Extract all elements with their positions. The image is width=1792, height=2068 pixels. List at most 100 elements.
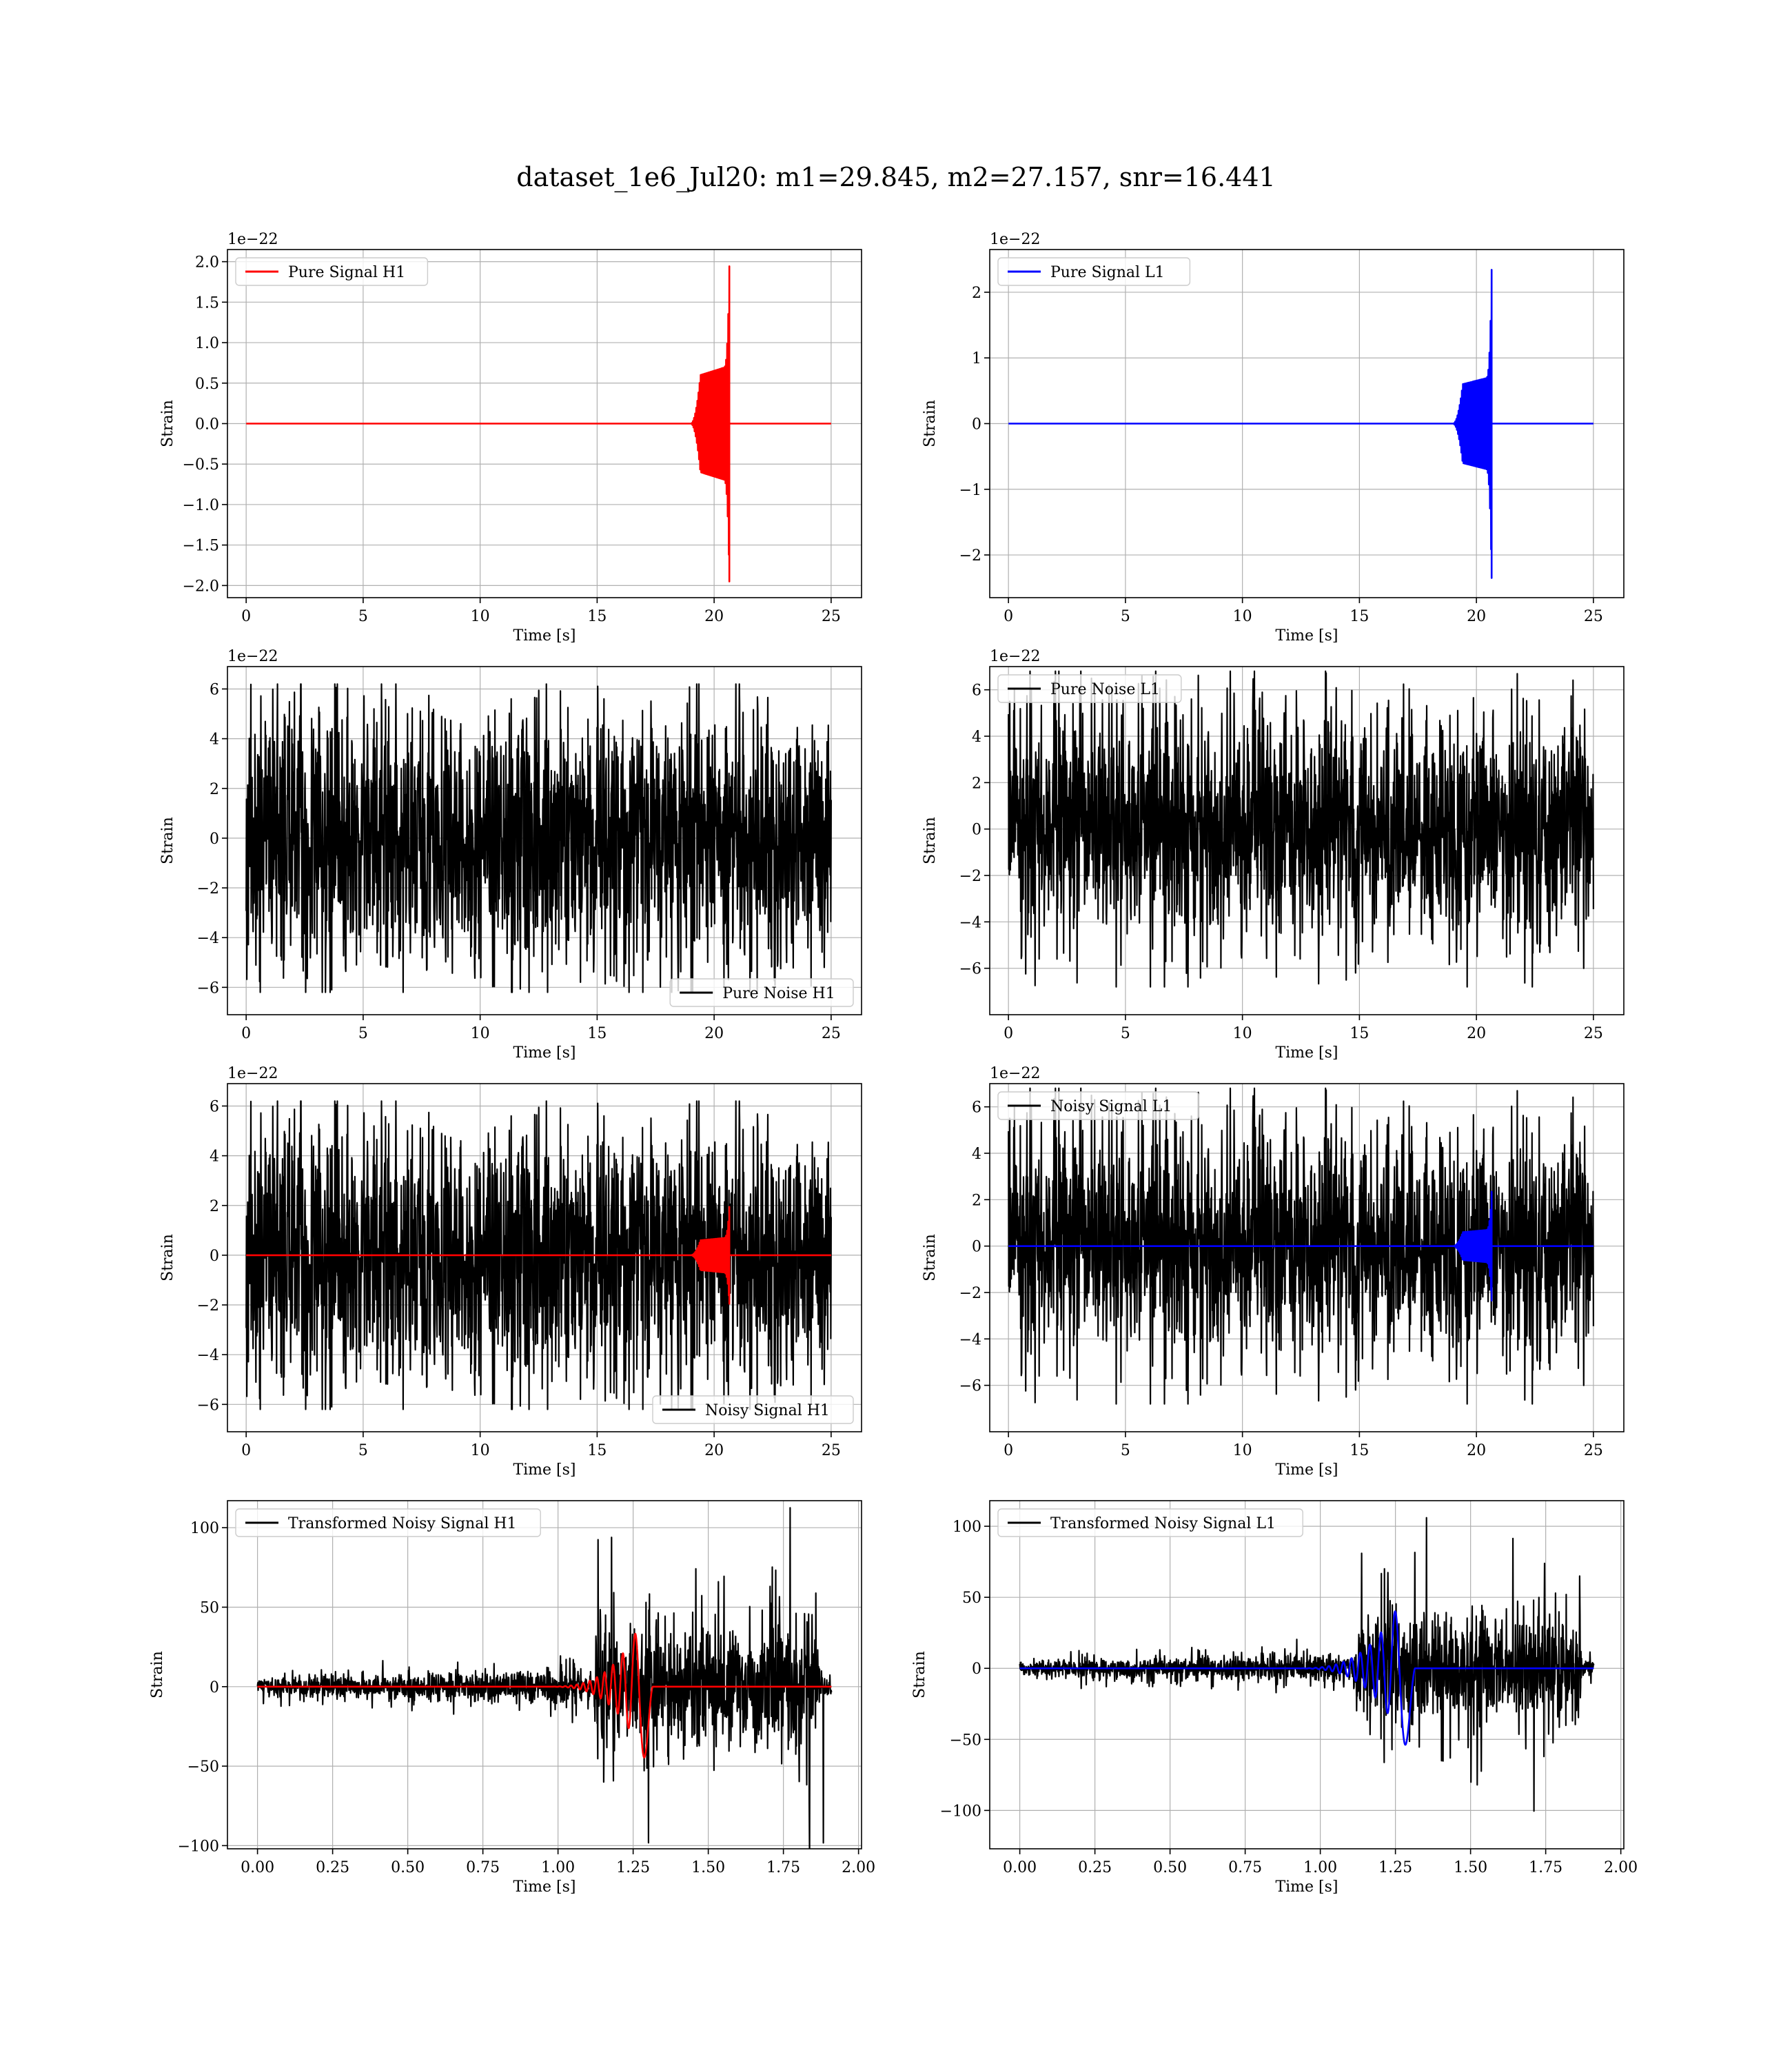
- y-tick-label: 100: [190, 1520, 219, 1537]
- x-tick-label: 0.50: [391, 1859, 425, 1876]
- x-tick-label: 0.00: [241, 1859, 274, 1876]
- panel-l1-transformed: 0.00 0.25 0.50 0.75 1.00 1.25 1.50 1.75 2.00 −100…: [911, 1500, 1638, 1896]
- x-tick-label: 1.00: [1303, 1859, 1337, 1876]
- y-tick-label: −6: [959, 1378, 981, 1395]
- x-tick-label: 1.25: [1378, 1859, 1412, 1876]
- y-axis-label: Strain: [922, 400, 939, 447]
- axis-offset-label: 1e−22: [227, 648, 278, 665]
- x-tick-label: 15: [1350, 1025, 1369, 1042]
- x-tick-label: 25: [822, 1025, 841, 1042]
- series-line-transformed-noisy-signal-l1: [1019, 1517, 1595, 1812]
- legend-label: Noisy Signal H1: [705, 1402, 830, 1419]
- panel-h1-noise: 0 5 10 15 20 25 −6 −4 −2 0 2 4 6 Time [s] Strain 1e−22 P…: [159, 648, 862, 1062]
- y-tick-label: 50: [200, 1599, 219, 1616]
- axes-frame: [227, 1500, 862, 1849]
- axes-frame: [227, 666, 862, 1015]
- y-tick-label: 0: [972, 416, 981, 434]
- series-line-l1-noisy-overlay-1: [1008, 1190, 1594, 1302]
- x-tick-label: 5: [1121, 1442, 1130, 1459]
- y-tick-label: 1.5: [195, 294, 219, 312]
- series-line-h1-transformed-overlay-1: [257, 1632, 832, 1758]
- y-tick-label: −1: [959, 482, 981, 499]
- x-tick-label: 0: [241, 1025, 251, 1042]
- x-tick-label: 5: [358, 1442, 368, 1459]
- y-tick-label: −4: [197, 1347, 219, 1364]
- x-tick-label: 20: [1467, 1442, 1486, 1459]
- legend: Noisy Signal L1: [997, 1091, 1199, 1120]
- x-tick-label: 0: [1004, 1442, 1013, 1459]
- x-tick-label: 2.00: [1604, 1859, 1638, 1876]
- y-tick-label: 1: [972, 350, 981, 367]
- y-tick-label: 2: [210, 1198, 219, 1215]
- x-axis-label: Time [s]: [513, 627, 576, 645]
- axes-frame: [989, 1500, 1625, 1849]
- y-tick-label: 0: [972, 822, 981, 839]
- legend: Pure Signal H1: [235, 257, 429, 286]
- x-tick-label: 1.50: [1454, 1859, 1487, 1876]
- y-axis-label: Strain: [159, 400, 176, 447]
- plot-area: [1008, 269, 1594, 579]
- y-tick-label: −2: [959, 1285, 981, 1302]
- y-tick-label: 2: [972, 1192, 981, 1209]
- x-axis-label: Time [s]: [513, 1044, 576, 1062]
- series-line-pure-noise-l1: [1008, 670, 1594, 988]
- plot-area: [1008, 670, 1594, 988]
- y-tick-label: −6: [197, 980, 219, 997]
- x-tick-label: 0: [1004, 1025, 1013, 1042]
- plot-area: [256, 1507, 833, 1849]
- legend-label: Pure Signal L1: [1050, 264, 1165, 281]
- axis-offset-label: 1e−22: [227, 1065, 278, 1082]
- y-tick-label: 100: [953, 1519, 981, 1536]
- y-tick-label: −100: [940, 1803, 981, 1820]
- legend-box: [652, 1395, 854, 1424]
- x-axis-label: Time [s]: [513, 1461, 576, 1479]
- x-tick-label: 5: [358, 1025, 368, 1042]
- series-line-l1-transformed-overlay-1: [1019, 1610, 1594, 1746]
- x-axis-label: Time [s]: [513, 1878, 576, 1896]
- y-tick-label: 2: [972, 775, 981, 792]
- legend-label: Pure Signal H1: [288, 264, 405, 281]
- x-axis-label: Time [s]: [1275, 1878, 1338, 1896]
- y-tick-label: 0: [210, 1248, 219, 1265]
- x-tick-label: 20: [1467, 608, 1486, 625]
- y-tick-label: 4: [210, 731, 219, 749]
- y-tick-label: 2.0: [195, 254, 219, 272]
- series-line-h1-noisy-overlay-1: [246, 1206, 831, 1305]
- series-line-pure-signal-l1: [1008, 269, 1594, 579]
- x-tick-label: 15: [587, 608, 607, 625]
- legend-box: [235, 257, 429, 286]
- axis-offset-label: 1e−22: [227, 231, 278, 248]
- y-tick-label: −4: [959, 914, 981, 931]
- y-tick-label: −2: [197, 880, 219, 898]
- plot-area: [245, 683, 832, 993]
- panels: 0 5 10 15 20 25−2.0−1.5−1.0−0.50.00.51.01.52.…: [149, 231, 1638, 1896]
- series-line-transformed-noisy-signal-h1: [256, 1507, 833, 1849]
- y-tick-label: −4: [959, 1331, 981, 1348]
- panel-h1-noisy: 0 5 10 15 20 25 −6 −4 −2 0 2 4 6 Time [s] Strain 1e−22 N…: [159, 1065, 862, 1479]
- series-line-noisy-signal-h1: [245, 1100, 832, 1410]
- plot-area: [1008, 1087, 1594, 1405]
- x-tick-label: 5: [1121, 1025, 1130, 1042]
- legend-label: Pure Noise L1: [1050, 681, 1160, 698]
- y-tick-label: 6: [210, 681, 219, 698]
- y-axis-label: Strain: [911, 1651, 928, 1699]
- y-tick-label: −50: [950, 1732, 981, 1749]
- x-tick-label: 25: [1584, 1025, 1603, 1042]
- x-tick-label: 0.25: [1078, 1859, 1112, 1876]
- y-tick-label: 0: [210, 1679, 219, 1696]
- x-tick-label: 10: [1233, 1442, 1252, 1459]
- x-tick-label: 10: [1233, 1025, 1252, 1042]
- y-tick-label: −0.5: [183, 456, 219, 474]
- axes-frame: [227, 1083, 862, 1432]
- x-axis-label: Time [s]: [1275, 627, 1338, 645]
- y-tick-label: 0: [210, 831, 219, 848]
- y-tick-label: 0: [972, 1661, 981, 1678]
- x-tick-label: 1.25: [616, 1859, 650, 1876]
- axis-offset-label: 1e−22: [990, 648, 1040, 665]
- y-tick-label: −2: [959, 868, 981, 885]
- x-tick-label: 20: [704, 608, 724, 625]
- x-tick-label: 25: [1584, 608, 1603, 625]
- x-tick-label: 1.50: [691, 1859, 725, 1876]
- y-tick-label: −2: [197, 1297, 219, 1315]
